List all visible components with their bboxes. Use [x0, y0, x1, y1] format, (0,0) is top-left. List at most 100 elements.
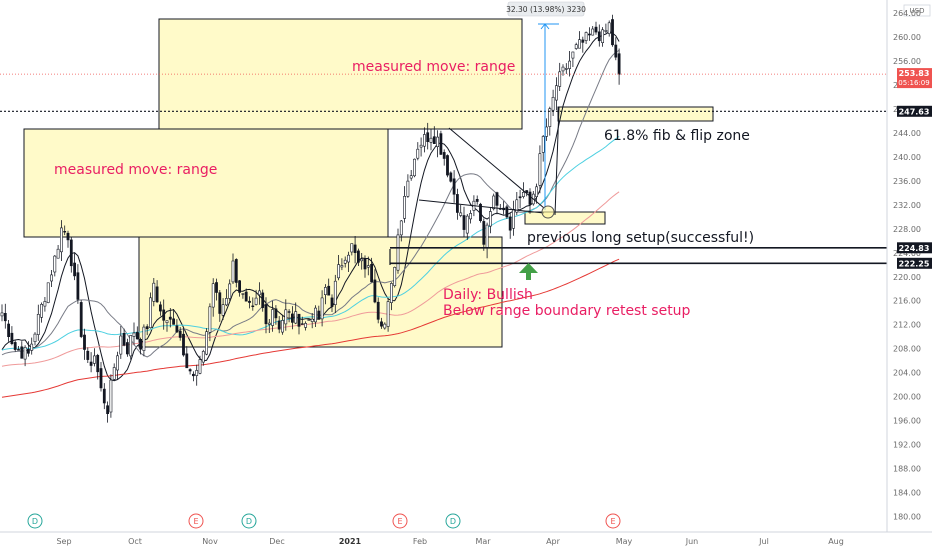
candlestick[interactable] [175, 319, 179, 333]
candlestick[interactable] [211, 278, 215, 317]
candlestick[interactable] [587, 27, 591, 41]
candlestick[interactable] [436, 130, 440, 158]
earnings-icon[interactable]: E [605, 513, 621, 529]
candlestick[interactable] [591, 26, 595, 36]
earnings-icon[interactable]: E [392, 513, 408, 529]
candlestick[interactable] [231, 253, 235, 285]
candlestick[interactable] [462, 206, 466, 237]
candlestick[interactable] [3, 303, 7, 329]
candlestick[interactable] [389, 282, 393, 311]
dividend-icon[interactable]: D [445, 513, 461, 529]
time-axis[interactable] [0, 532, 932, 550]
candlestick[interactable] [46, 282, 50, 304]
candlestick[interactable] [330, 294, 334, 312]
candlestick[interactable] [43, 297, 47, 312]
candlestick[interactable] [201, 349, 205, 366]
candlestick[interactable] [274, 305, 278, 325]
candlestick[interactable] [20, 341, 24, 359]
candlestick[interactable] [23, 345, 27, 367]
candlestick[interactable] [116, 351, 119, 380]
candlestick[interactable] [248, 296, 251, 309]
candlestick[interactable] [50, 270, 53, 287]
annotation-previous-setup[interactable]: previous long setup(successful!) [527, 230, 754, 246]
annotation-daily-bullish[interactable]: Daily: Bullish [443, 287, 533, 303]
candlestick[interactable] [320, 290, 324, 327]
candlestick[interactable] [257, 282, 261, 305]
candlestick[interactable] [446, 154, 449, 178]
dividend-icon[interactable]: D [27, 513, 43, 529]
candlestick[interactable] [310, 313, 314, 329]
moving-average-line[interactable] [1, 135, 620, 351]
candlestick[interactable] [172, 309, 176, 325]
candlestick[interactable] [10, 326, 14, 346]
candlestick[interactable] [386, 298, 390, 332]
candlestick[interactable] [244, 288, 248, 302]
candlestick[interactable] [79, 300, 83, 339]
candlestick[interactable] [294, 302, 298, 325]
candlestick[interactable] [33, 332, 37, 346]
candlestick[interactable] [528, 188, 532, 214]
candlestick[interactable] [584, 31, 588, 45]
candlestick[interactable] [195, 364, 199, 386]
candlestick[interactable] [343, 256, 347, 268]
candlestick[interactable] [192, 371, 195, 382]
candlestick[interactable] [145, 324, 149, 336]
candlestick[interactable] [383, 322, 387, 330]
candlestick[interactable] [475, 195, 479, 205]
candlestick[interactable] [0, 304, 4, 322]
candlestick[interactable] [228, 279, 232, 301]
candlestick[interactable] [178, 327, 182, 341]
event-markers[interactable]: D E D E D E [27, 513, 621, 529]
candlestick[interactable] [416, 142, 420, 161]
candlestick[interactable] [419, 137, 423, 157]
candlestick[interactable] [73, 252, 77, 281]
candlestick[interactable] [495, 191, 499, 215]
candlestick[interactable] [347, 251, 350, 272]
candlestick[interactable] [76, 264, 80, 304]
candlestick[interactable] [208, 303, 212, 342]
candlestick[interactable] [449, 171, 453, 183]
candlestick[interactable] [333, 274, 337, 313]
candlestick[interactable] [488, 207, 492, 234]
candlestick[interactable] [198, 355, 202, 375]
candlestick[interactable] [353, 236, 357, 264]
candlestick[interactable] [56, 245, 60, 259]
candlestick[interactable] [393, 266, 397, 288]
candlestick[interactable] [290, 306, 294, 330]
trend-line-lower[interactable] [418, 199, 545, 214]
candlestick[interactable] [564, 63, 568, 74]
annotation-upper-range[interactable]: measured move: range [352, 59, 515, 75]
candlestick[interactable] [611, 14, 614, 47]
candlestick[interactable] [429, 128, 433, 151]
candlestick[interactable] [422, 127, 426, 153]
candlestick[interactable] [142, 324, 146, 357]
candlestick[interactable] [327, 278, 331, 296]
candlestick[interactable] [254, 289, 258, 306]
candlestick[interactable] [86, 347, 90, 363]
fib-flip-zone-box[interactable] [557, 106, 714, 122]
candlestick[interactable] [122, 328, 126, 347]
candlestick[interactable] [396, 228, 400, 274]
candlestick[interactable] [69, 237, 73, 273]
candlestick[interactable] [360, 253, 364, 270]
candlestick[interactable] [541, 135, 545, 162]
candlestick[interactable] [535, 183, 539, 204]
candlestick[interactable] [508, 212, 512, 239]
candlestick[interactable] [182, 327, 185, 357]
candlestick[interactable] [63, 225, 67, 236]
candlestick[interactable] [314, 305, 317, 327]
candlestick[interactable] [96, 353, 100, 380]
candlestick[interactable] [307, 319, 311, 321]
candlestick[interactable] [112, 363, 116, 381]
earnings-icon[interactable]: E [188, 513, 204, 529]
left-range-box[interactable] [23, 128, 389, 238]
candlestick[interactable] [452, 170, 456, 203]
candlestick[interactable] [304, 321, 308, 331]
candlestick[interactable] [426, 122, 430, 150]
candlestick[interactable] [439, 130, 443, 155]
candlestick[interactable] [162, 299, 166, 330]
candlestick[interactable] [561, 64, 565, 76]
candlestick[interactable] [241, 293, 245, 299]
candlestick[interactable] [594, 21, 598, 35]
